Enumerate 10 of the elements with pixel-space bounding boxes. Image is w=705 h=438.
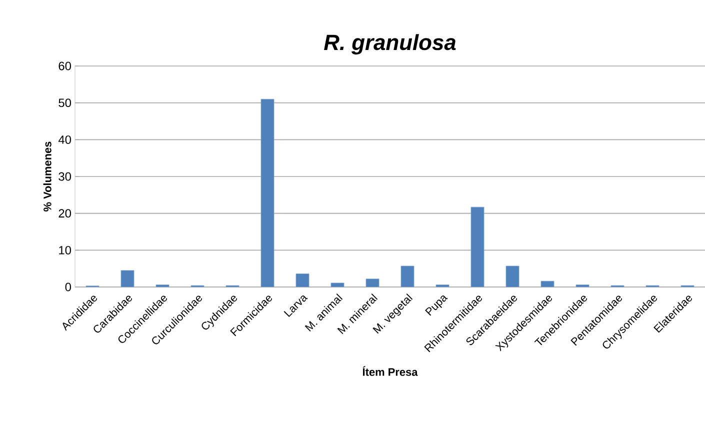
y-tick-label: 30 (58, 172, 72, 181)
chart-title: R. granulosa (324, 34, 456, 55)
y-axis-title: % Volumenes (43, 142, 52, 212)
y-tick-label: 10 (59, 246, 72, 254)
y-tick-label: 0 (65, 282, 72, 292)
y-tick-label: 20 (58, 209, 72, 218)
y-tick-label: 50 (58, 98, 72, 108)
x-axis-title: Ítem Presa (362, 366, 418, 376)
y-tick-label: 60 (58, 62, 72, 70)
y-tick-label: 40 (58, 135, 72, 144)
